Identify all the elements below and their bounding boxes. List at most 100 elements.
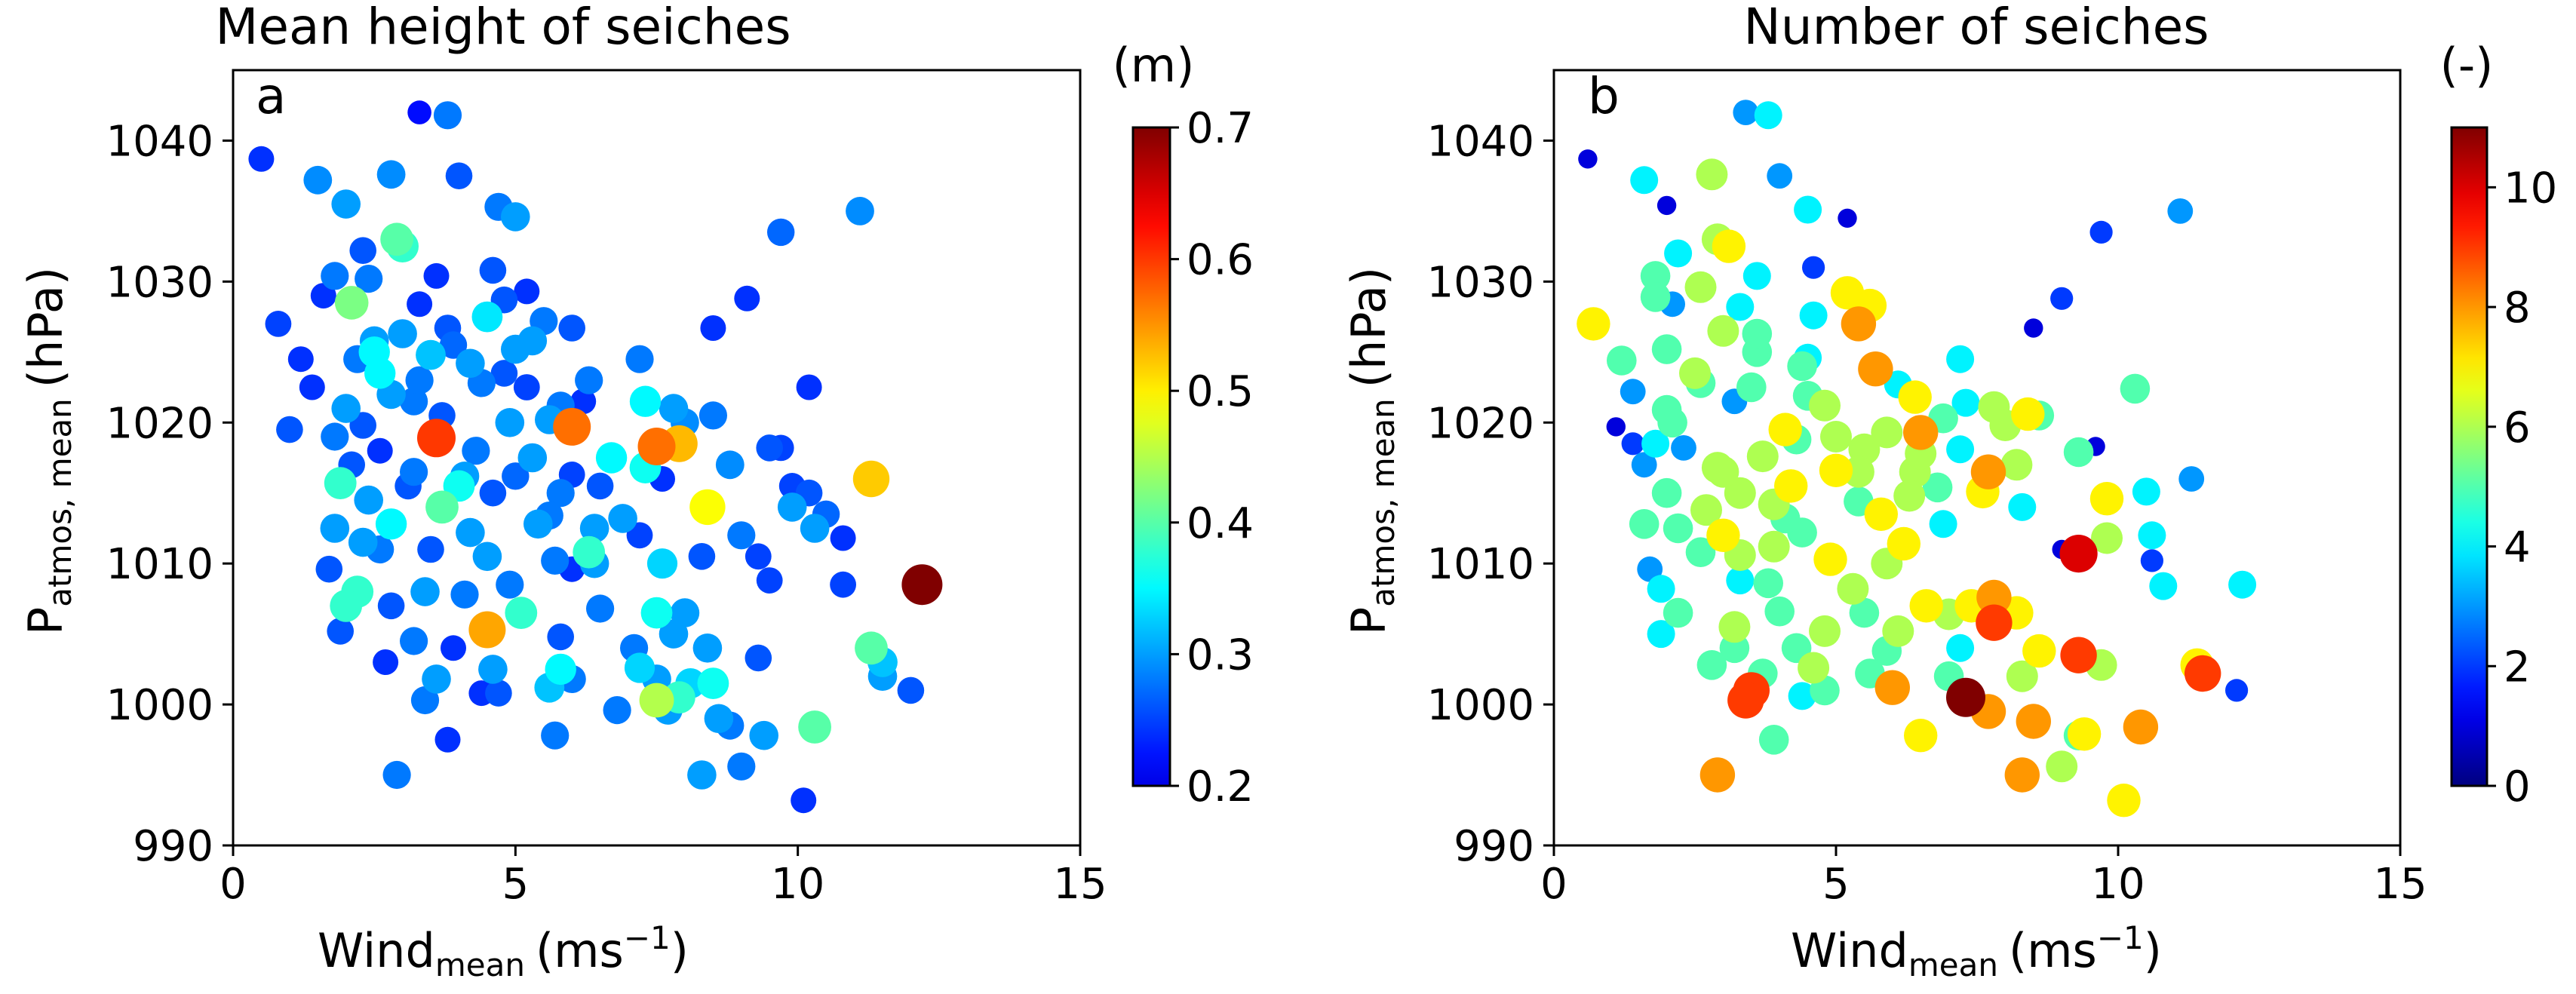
data-point <box>749 720 778 750</box>
data-point <box>478 655 508 684</box>
data-point <box>1820 421 1852 453</box>
data-point <box>698 401 728 430</box>
data-point <box>517 443 548 473</box>
panel-b-colorbar-label: (-) <box>2440 38 2494 93</box>
data-point <box>586 594 615 623</box>
data-point <box>855 631 888 665</box>
data-point <box>505 597 538 629</box>
y-tick-label: 1000 <box>1426 681 1534 730</box>
data-point <box>1976 604 2013 641</box>
data-point <box>639 683 674 718</box>
data-point <box>586 472 614 500</box>
data-point <box>2185 655 2221 692</box>
data-point <box>1706 518 1740 552</box>
data-point <box>727 521 756 550</box>
x-tick-label: 0 <box>220 860 247 909</box>
data-point <box>2067 717 2102 751</box>
data-point <box>756 434 783 462</box>
data-point <box>434 726 461 753</box>
data-point <box>1578 149 1598 169</box>
data-point <box>1718 611 1751 643</box>
panel-b-colorbar-ticks: 0 2 4 6 8 10 <box>2487 164 2557 811</box>
panel-a: Mean height of seiches a 0 5 10 15 990 1000 1… <box>18 0 1254 983</box>
data-point <box>423 262 450 289</box>
data-point <box>2091 522 2123 554</box>
data-point <box>1946 435 1975 464</box>
data-point <box>1898 380 1932 414</box>
data-point <box>553 407 591 446</box>
data-point <box>1946 345 1975 373</box>
data-point <box>265 311 292 337</box>
data-point <box>1647 575 1675 603</box>
data-point <box>468 611 506 649</box>
data-point <box>1864 497 1898 531</box>
x-tick-label: 15 <box>1053 860 1107 909</box>
data-point <box>745 644 772 672</box>
data-point <box>445 162 473 189</box>
panel-a-colorbar-label: (m) <box>1113 38 1195 93</box>
data-point <box>1621 432 1644 456</box>
data-point <box>376 160 406 189</box>
data-point <box>1882 615 1914 647</box>
data-point <box>479 479 507 507</box>
data-point <box>2046 750 2078 783</box>
data-point <box>2225 679 2249 702</box>
colorbar-tick-label: 0.5 <box>1187 367 1254 416</box>
data-point <box>1858 351 1893 387</box>
data-point <box>1647 620 1675 649</box>
colorbar-tick-label: 8 <box>2504 284 2531 333</box>
data-point <box>687 760 717 790</box>
data-point <box>1909 589 1943 623</box>
data-point <box>1746 440 1779 473</box>
data-point <box>1976 579 2012 615</box>
colorbar-tick-label: 0.6 <box>1187 236 1254 285</box>
data-point <box>321 262 349 290</box>
data-point <box>1736 372 1767 403</box>
data-point <box>575 366 603 394</box>
data-point <box>1640 282 1671 312</box>
data-point <box>603 696 631 725</box>
data-point <box>1887 526 1920 561</box>
data-point <box>433 101 462 130</box>
colorbar-tick-label: 6 <box>2504 403 2531 453</box>
data-point <box>354 485 384 515</box>
data-point <box>1794 195 1822 224</box>
data-point <box>1774 469 1808 503</box>
data-point <box>2089 220 2113 244</box>
data-point <box>380 222 413 256</box>
data-point <box>637 428 676 465</box>
data-point <box>439 331 468 359</box>
panel-a-title: Mean height of seiches <box>215 0 791 56</box>
data-point <box>897 676 925 704</box>
panel-b-points <box>1577 100 2257 818</box>
data-point <box>1758 725 1789 755</box>
data-point <box>541 721 570 750</box>
data-point <box>1946 677 1985 717</box>
data-point <box>450 580 479 609</box>
data-point <box>276 416 303 443</box>
data-point <box>791 787 817 814</box>
data-point <box>625 345 654 373</box>
data-point <box>382 760 411 790</box>
y-tick-label: 1010 <box>106 540 213 589</box>
data-point <box>330 589 363 622</box>
data-point <box>334 286 369 320</box>
data-point <box>456 348 485 379</box>
data-point <box>2004 757 2040 793</box>
y-tick-label: 990 <box>133 822 213 871</box>
data-point <box>1712 229 1746 263</box>
data-point <box>547 623 574 651</box>
data-point <box>608 504 637 533</box>
data-point <box>846 197 874 225</box>
panel-b-y-ticks: 990 1000 1010 1020 1030 1040 <box>1426 117 1554 871</box>
colorbar-tick-label: 0.3 <box>1187 630 1254 680</box>
data-point <box>697 667 729 699</box>
data-point <box>400 387 428 416</box>
data-point <box>501 202 530 232</box>
data-point <box>766 218 795 247</box>
data-point <box>2228 570 2257 599</box>
data-point <box>410 686 440 715</box>
colorbar-tick-label: 2 <box>2504 643 2531 692</box>
data-point <box>570 388 597 415</box>
